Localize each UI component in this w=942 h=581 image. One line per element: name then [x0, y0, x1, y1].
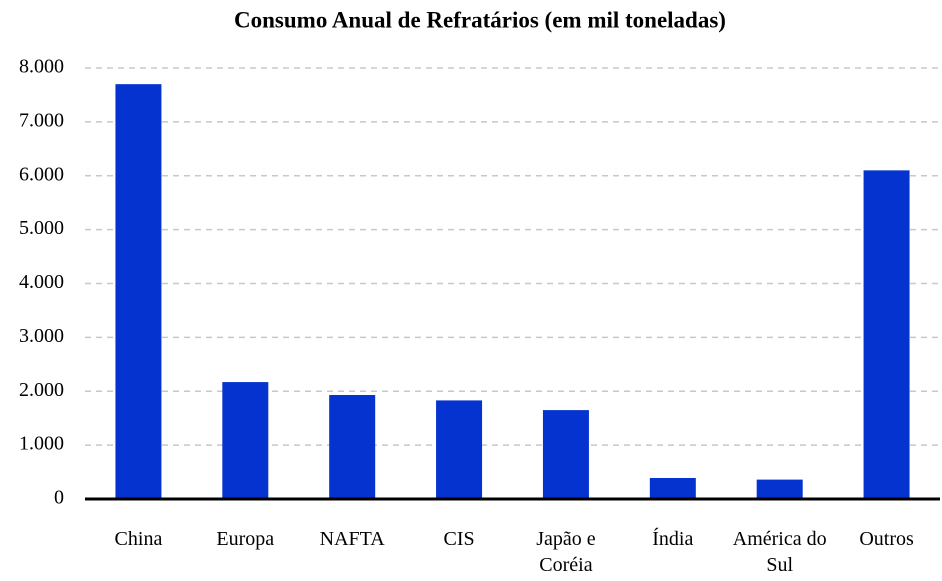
x-tick-label: NAFTA [319, 528, 385, 550]
bar [542, 410, 589, 499]
y-tick-label: 6.000 [19, 163, 64, 185]
bar [329, 395, 376, 499]
bar [863, 170, 910, 500]
bar [756, 479, 803, 499]
x-tick-label: Índia [652, 528, 694, 550]
y-tick-label: 1.000 [19, 433, 64, 455]
y-tick-label: 7.000 [19, 109, 64, 131]
x-tick-label: CIS [443, 528, 475, 550]
x-tick-label: Europa [216, 528, 275, 550]
y-tick-label: 4.000 [19, 271, 64, 293]
y-tick-label: 3.000 [19, 325, 64, 347]
chart-title: Consumo Anual de Refratários (em mil ton… [234, 7, 726, 32]
x-tick-label: Outros [859, 528, 914, 550]
x-tick-label: China [114, 528, 163, 550]
y-tick-label: 8.000 [19, 56, 64, 78]
y-tick-label: 0 [54, 487, 64, 509]
bar [115, 84, 162, 499]
bar [649, 477, 696, 499]
bar [436, 400, 483, 499]
bar [222, 382, 269, 499]
x-tick-label: América do Sul [732, 528, 827, 576]
y-tick-label: 2.000 [19, 379, 64, 401]
x-tick-label: Japão e Coréia [536, 528, 596, 576]
y-tick-label: 5.000 [19, 217, 64, 239]
